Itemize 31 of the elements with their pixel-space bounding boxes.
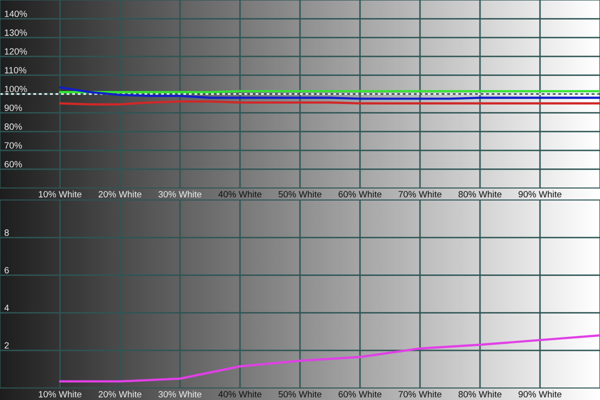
x-tick-label: 40% White: [218, 190, 262, 198]
x-tick-label: 90% White: [518, 390, 562, 398]
x-tick-label: 40% White: [218, 390, 262, 398]
y-tick-label: 110%: [4, 67, 26, 74]
y-tick-label: 2: [4, 342, 9, 349]
y-tick-label: 4: [4, 304, 9, 311]
y-tick-label: 90%: [4, 104, 22, 112]
x-tick-label: 50% White: [278, 190, 322, 198]
x-tick-label: 80% White: [458, 190, 502, 198]
x-tick-label: 80% White: [458, 390, 502, 398]
y-tick-label: 6: [4, 267, 9, 274]
y-tick-label: 70%: [4, 142, 22, 149]
x-tick-label: 10% White: [38, 190, 82, 198]
x-tick-label: 70% White: [398, 190, 442, 198]
y-tick-label: 140%: [4, 10, 27, 18]
x-tick-label: 60% White: [338, 190, 382, 198]
x-tick-label: 90% White: [518, 190, 562, 198]
x-tick-label: 60% White: [338, 390, 382, 398]
x-tick-label: 10% White: [38, 390, 82, 398]
x-tick-label: 70% White: [398, 390, 442, 398]
y-tick-label: 100%: [4, 86, 27, 92]
y-tick-label: 60%: [4, 161, 22, 168]
x-tick-label: 30% White: [158, 190, 202, 198]
x-tick-label: 30% White: [158, 390, 202, 398]
y-tick-label: 130%: [4, 29, 27, 36]
x-tick-label: 20% White: [98, 190, 142, 198]
x-tick-label: 50% White: [278, 390, 322, 398]
y-tick-label: 80%: [4, 123, 22, 130]
x-tick-label: 20% White: [98, 390, 142, 398]
y-tick-label: 120%: [4, 48, 27, 55]
y-tick-label: 8: [4, 229, 9, 236]
